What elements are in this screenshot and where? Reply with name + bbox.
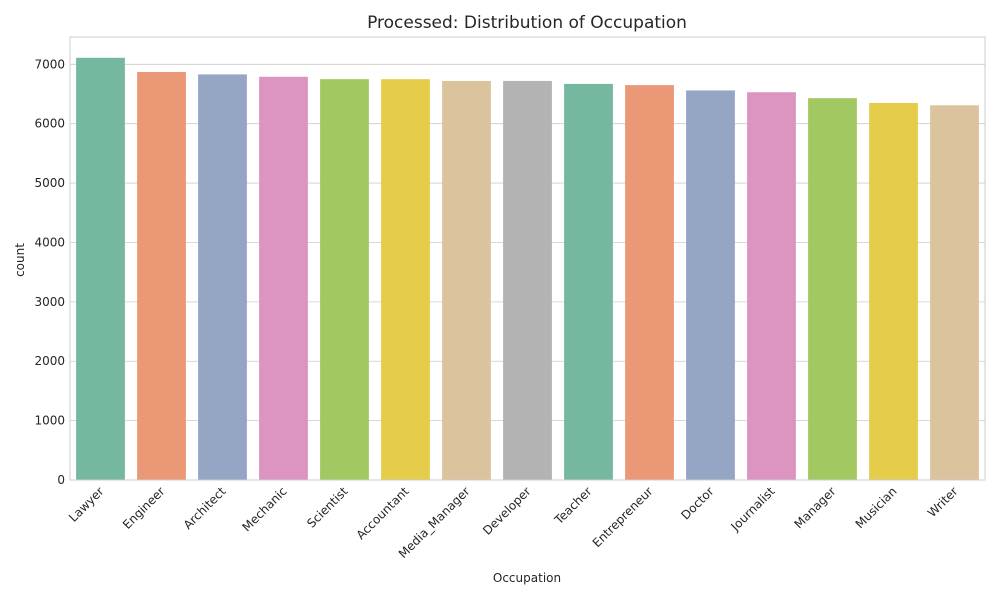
x-tick-label: Teacher xyxy=(551,484,595,528)
x-tick-label: Manager xyxy=(792,484,839,531)
bar-accountant xyxy=(381,79,430,480)
y-tick-label: 2000 xyxy=(34,354,65,368)
bar-writer xyxy=(930,105,979,480)
x-tick-label: Scientist xyxy=(304,484,351,531)
bar-doctor xyxy=(686,90,735,480)
y-tick-label: 1000 xyxy=(34,414,65,428)
y-tick-labels: 0 1000 2000 3000 4000 5000 6000 7000 xyxy=(34,57,65,487)
bar-manager xyxy=(808,98,857,480)
bar-mechanic xyxy=(259,76,308,480)
y-tick-label: 4000 xyxy=(34,235,65,249)
bar-teacher xyxy=(564,83,613,480)
y-tick-label: 5000 xyxy=(34,176,65,190)
bar-journalist xyxy=(747,92,796,481)
x-tick-label: Accountant xyxy=(354,484,412,542)
y-tick-label: 7000 xyxy=(34,57,65,71)
x-tick-label: Doctor xyxy=(678,484,716,522)
bars xyxy=(76,57,979,481)
chart-title: Processed: Distribution of Occupation xyxy=(367,13,687,33)
y-tick-label: 0 xyxy=(57,473,65,487)
bar-engineer xyxy=(137,72,186,480)
bar-entrepreneur xyxy=(625,85,674,481)
x-tick-label: Writer xyxy=(925,484,961,520)
bar-architect xyxy=(198,74,247,480)
x-tick-label: Architect xyxy=(181,484,229,532)
bar-scientist xyxy=(320,79,369,480)
plot-frame xyxy=(69,36,986,481)
bar-lawyer xyxy=(76,57,125,481)
x-tick-label: Entrepreneur xyxy=(590,484,656,550)
y-tick-label: 6000 xyxy=(34,117,65,131)
x-axis-label: Occupation xyxy=(493,571,561,585)
bar-developer xyxy=(503,80,552,481)
x-tick-labels: Lawyer Engineer Architect Mechanic Scientist… xyxy=(66,484,961,561)
x-tick-label: Musician xyxy=(853,484,900,531)
x-tick-label: Lawyer xyxy=(66,484,107,525)
x-tick-label: Developer xyxy=(480,484,534,538)
bar-media-manager xyxy=(442,80,491,481)
plot-border xyxy=(69,36,986,481)
x-tick-label: Journalist xyxy=(728,484,778,534)
bar-musician xyxy=(869,102,918,480)
x-tick-label: Engineer xyxy=(120,484,168,532)
x-tick-label: Mechanic xyxy=(240,484,290,534)
y-tick-label: 3000 xyxy=(34,295,65,309)
y-axis-label: count xyxy=(13,243,27,277)
